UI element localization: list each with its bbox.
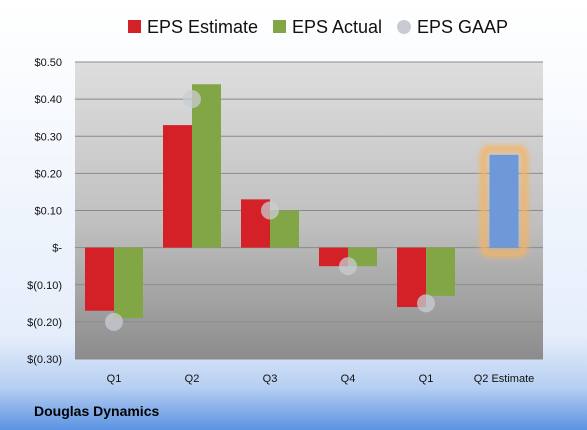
company-name: Douglas Dynamics <box>34 403 159 419</box>
x-tick-label: Q2 Estimate <box>474 373 535 385</box>
bars-layer <box>85 84 519 319</box>
legend-swatch-gaap <box>397 20 411 34</box>
legend: EPS Estimate EPS Actual EPS GAAP <box>128 17 508 37</box>
legend-label-estimate: EPS Estimate <box>147 17 258 37</box>
x-tick-label: Q2 <box>185 373 200 385</box>
dot-eps-gaap <box>105 312 123 331</box>
bar-future-estimate-glow <box>480 145 528 257</box>
legend-label-actual: EPS Actual <box>292 17 382 37</box>
y-tick-label: $0.50 <box>34 57 62 69</box>
dot-eps-gaap <box>417 294 435 313</box>
gridlines <box>75 61 543 360</box>
bar-eps-actual <box>114 247 143 319</box>
y-axis-ticks: $0.50 $0.40 $0.30 $0.20 $0.10 $- $(0.10) $(0.20… <box>27 57 62 366</box>
y-tick-label: $(0.20) <box>27 317 62 329</box>
y-tick-label: $0.30 <box>34 131 62 143</box>
gaap-dots-layer <box>105 90 435 331</box>
bar-eps-estimate <box>85 247 114 311</box>
y-tick-label: $0.20 <box>34 168 62 180</box>
x-axis-ticks: Q1 Q2 Q3 Q4 Q1 Q2 Estimate <box>107 373 535 385</box>
y-tick-label: $(0.10) <box>27 280 62 292</box>
dot-eps-gaap <box>261 201 279 220</box>
legend-label-gaap: EPS GAAP <box>417 17 508 37</box>
x-tick-label: Q1 <box>107 373 122 385</box>
x-tick-label: Q4 <box>341 373 356 385</box>
x-tick-label: Q1 <box>419 373 434 385</box>
legend-swatch-estimate <box>128 20 141 33</box>
dot-eps-gaap <box>183 90 201 109</box>
bar-eps-actual <box>192 84 221 248</box>
estimate-glow-layer <box>480 145 528 257</box>
x-tick-label: Q3 <box>263 373 278 385</box>
y-tick-label: $- <box>52 243 62 255</box>
legend-swatch-actual <box>273 20 286 33</box>
dot-eps-gaap <box>339 257 357 276</box>
bar-eps-actual <box>426 247 455 296</box>
y-tick-label: $(0.30) <box>27 354 62 366</box>
y-tick-label: $0.10 <box>34 206 62 218</box>
bar-future-estimate <box>489 154 519 248</box>
y-tick-label: $0.40 <box>34 94 62 106</box>
bar-eps-estimate <box>163 125 192 248</box>
